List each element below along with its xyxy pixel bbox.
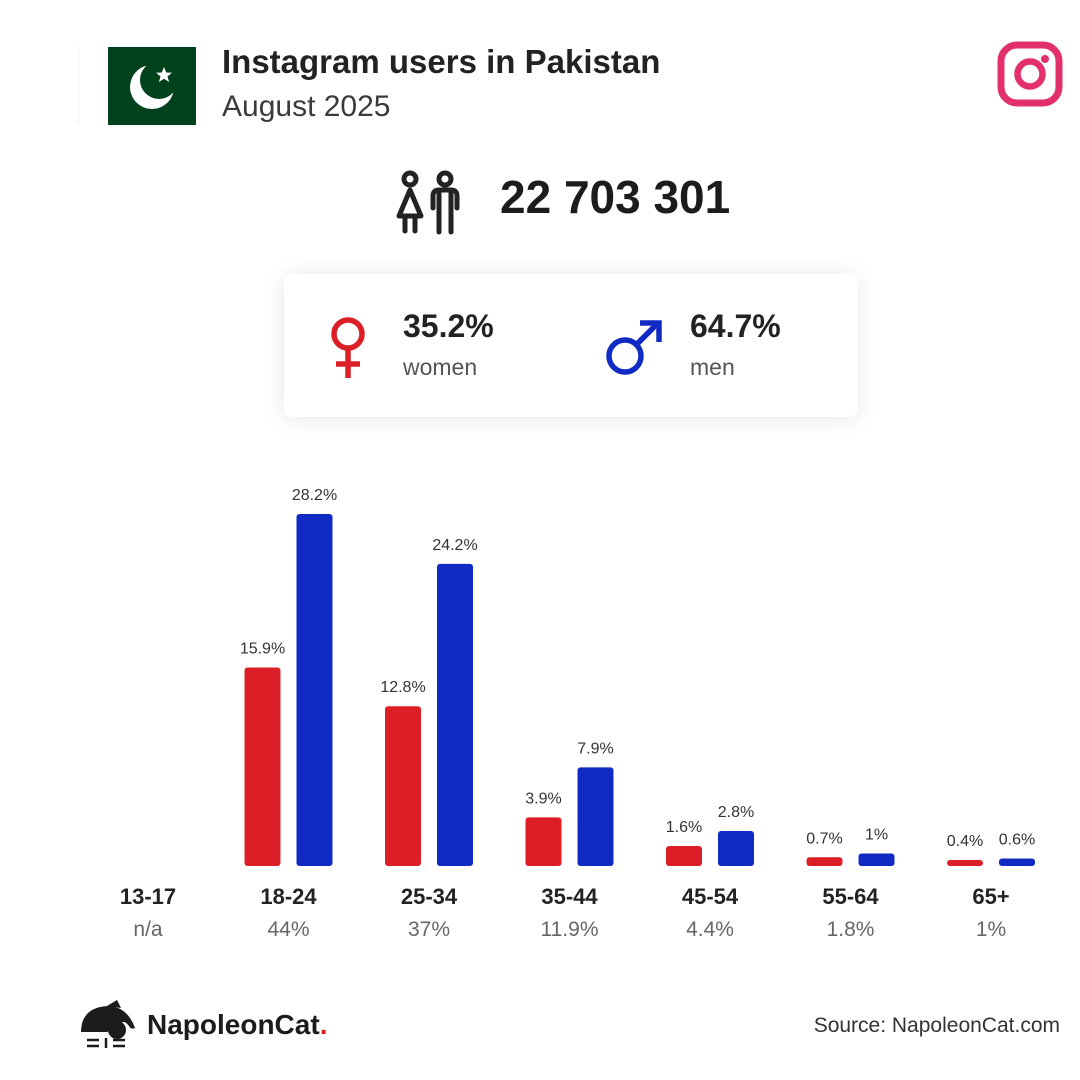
bar-women-35-44 <box>525 817 562 866</box>
bar-men-25-34 <box>437 563 473 866</box>
bar-women-18-24 <box>244 667 281 866</box>
category-label-65+: 65+ <box>972 884 1010 909</box>
data-label-men-18-24: 28.2% <box>292 487 337 504</box>
women-label: women <box>403 354 478 380</box>
brand-name: NapoleonCat. <box>147 1009 327 1041</box>
data-label-women-55-64: 0.7% <box>806 830 842 847</box>
data-label-women-18-24: 15.9% <box>240 641 285 658</box>
age-gender-bar-chart: 15.9% 28.2% 12.8% 24.2% 3.9% 7.9% 1.6% 2.8% 0.7%… <box>240 487 1035 866</box>
category-total-55-64: 1.8% <box>826 918 875 941</box>
category-label-18-24: 18-24 <box>260 884 317 909</box>
category-label-55-64: 55-64 <box>822 884 879 909</box>
data-label-women-45-54: 1.6% <box>666 819 702 836</box>
data-label-women-65+: 0.4% <box>947 833 983 850</box>
bar-women-25-34 <box>385 706 421 866</box>
page-title: Instagram users in Pakistan <box>222 43 661 80</box>
users-icon <box>396 170 460 235</box>
instagram-icon <box>997 41 1063 107</box>
bar-women-55-64 <box>806 857 843 866</box>
category-label-35-44: 35-44 <box>541 884 598 909</box>
category-label-25-34: 25-34 <box>400 884 458 909</box>
women-percentage: 35.2% <box>403 308 494 344</box>
gender-summary-card: 35.2% women 64.7% men <box>284 274 858 417</box>
category-label-45-54: 45-54 <box>681 884 739 909</box>
category-total-45-54: 4.4% <box>686 918 734 941</box>
total-users-value: 22 703 301 <box>500 171 731 223</box>
men-percentage: 64.7% <box>690 308 781 344</box>
bar-men-35-44 <box>577 767 614 866</box>
data-label-men-55-64: 1% <box>865 827 888 844</box>
female-symbol-icon <box>331 317 365 378</box>
category-total-25-34: 37% <box>407 918 451 941</box>
category-total-13-17: n/a <box>133 918 163 941</box>
data-label-men-35-44: 7.9% <box>577 740 613 757</box>
page-subtitle: August 2025 <box>222 90 391 123</box>
data-label-men-65+: 0.6% <box>999 832 1035 849</box>
category-total-65+: 1% <box>975 918 1007 941</box>
category-total-18-24: 44% <box>267 918 310 941</box>
bar-men-65+ <box>999 858 1035 866</box>
napoleoncat-logo-icon <box>81 1000 135 1048</box>
category-total-35-44: 11.9% <box>540 918 599 941</box>
data-label-men-45-54: 2.8% <box>718 804 754 821</box>
brand-name-text: NapoleonCat <box>147 1009 320 1040</box>
bar-men-45-54 <box>718 831 754 866</box>
bar-men-18-24 <box>296 514 333 866</box>
data-label-women-25-34: 12.8% <box>380 679 425 696</box>
source-note: Source: NapoleonCat.com <box>813 1014 1060 1037</box>
data-label-women-35-44: 3.9% <box>525 790 561 807</box>
category-label-13-17: 13-17 <box>119 884 177 909</box>
bar-women-45-54 <box>666 846 702 866</box>
men-label: men <box>690 354 735 380</box>
bar-men-55-64 <box>858 853 895 866</box>
brand-dot: . <box>319 1009 328 1040</box>
pakistan-flag-icon <box>78 47 196 125</box>
bar-women-65+ <box>947 860 983 866</box>
data-label-men-25-34: 24.2% <box>432 537 477 554</box>
male-symbol-icon <box>606 320 662 375</box>
